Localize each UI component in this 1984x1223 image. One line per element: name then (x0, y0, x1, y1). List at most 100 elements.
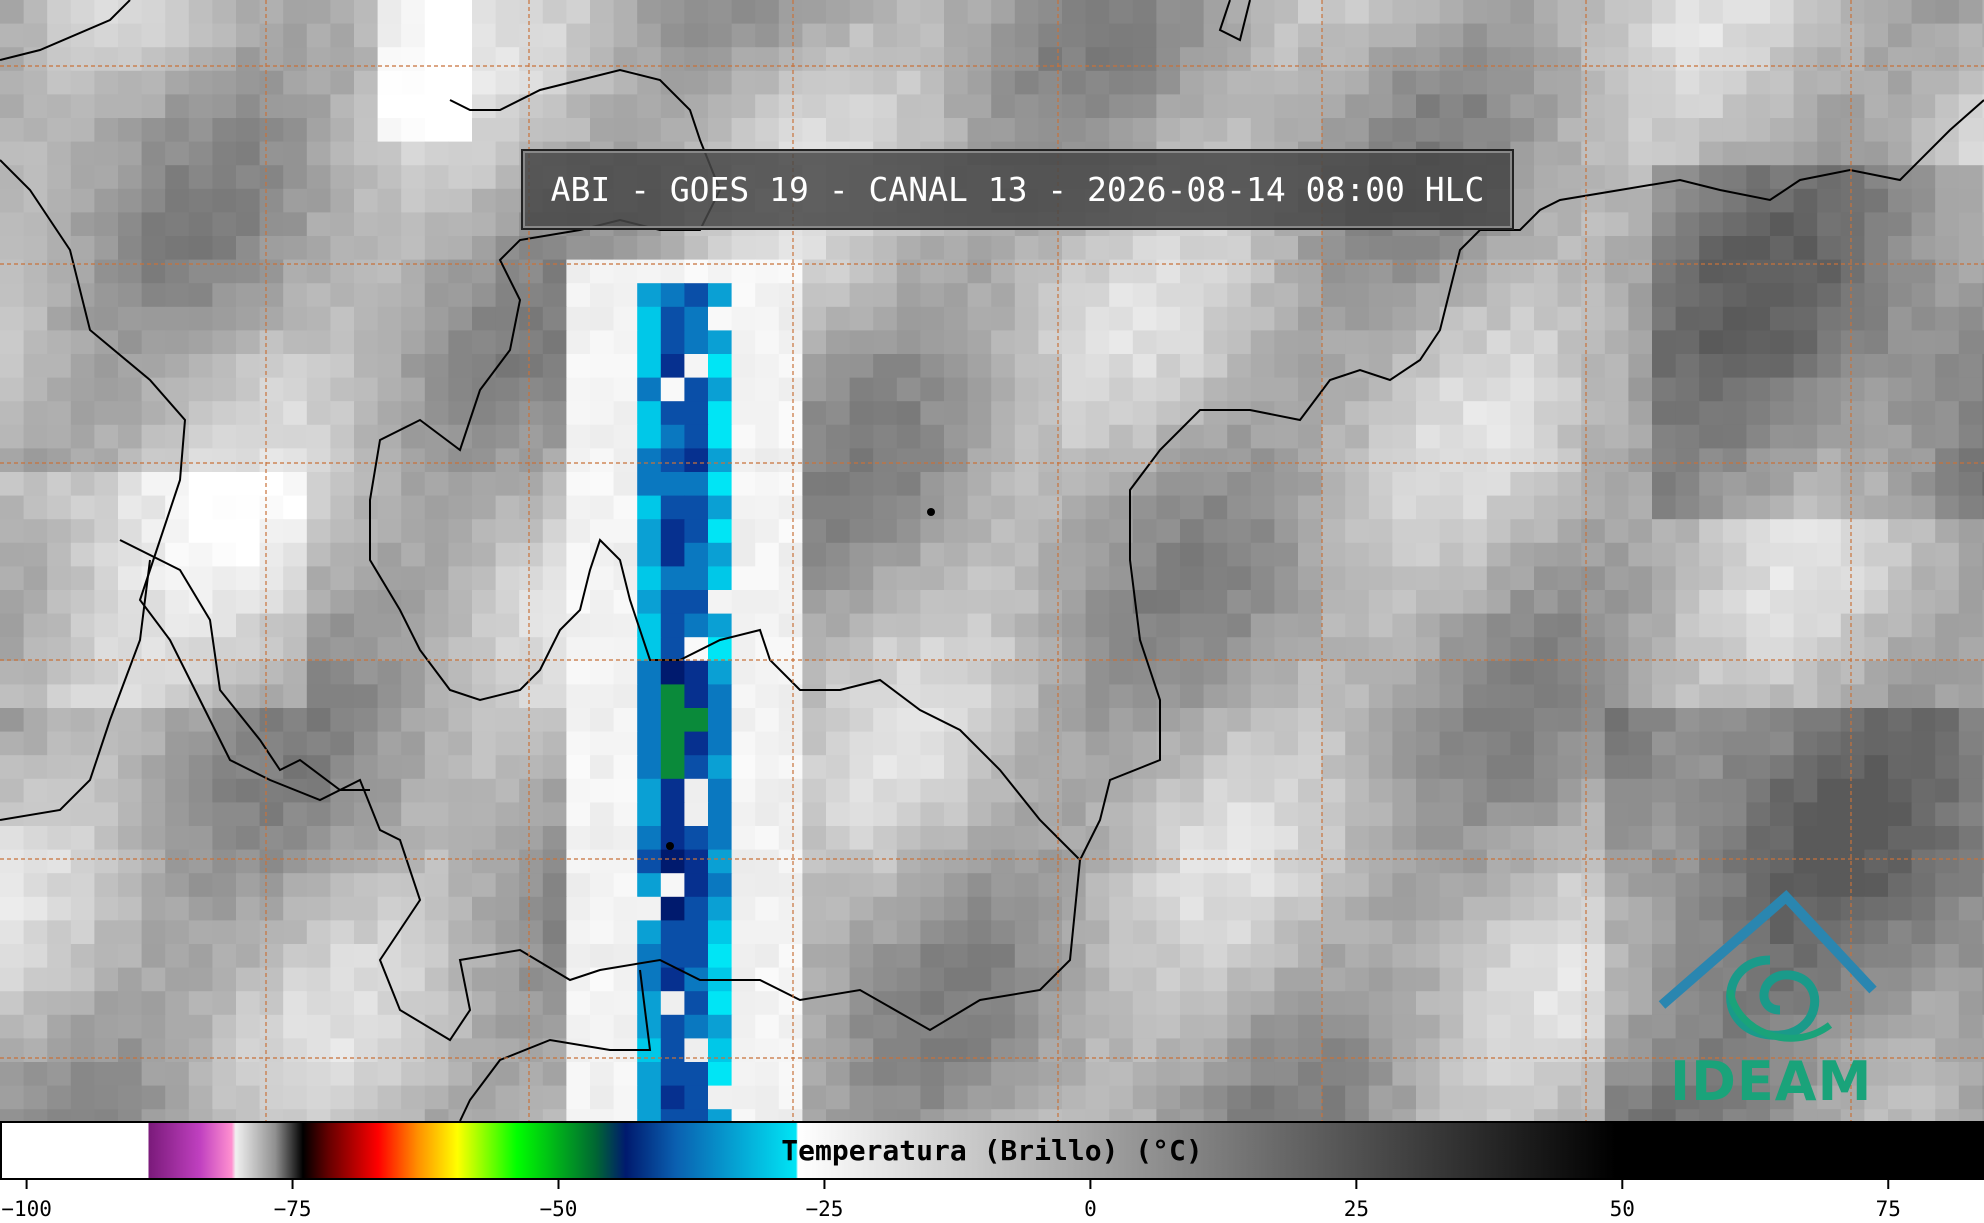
pixel (70, 731, 95, 756)
pixel (330, 259, 355, 284)
pixel (236, 448, 261, 473)
pixel (212, 141, 237, 166)
pixel (1722, 1109, 1747, 1121)
pixel (519, 70, 544, 95)
pixel (1486, 637, 1511, 662)
pixel (1746, 424, 1771, 449)
pixel (472, 778, 497, 803)
pixel (165, 472, 190, 497)
pixel (920, 424, 945, 449)
pixel (613, 778, 638, 803)
pixel (330, 47, 355, 72)
pixel (165, 141, 190, 166)
pixel (1510, 967, 1535, 992)
pixel (47, 1085, 72, 1110)
pixel (1534, 920, 1559, 945)
pixel (920, 377, 945, 402)
pixel (118, 212, 143, 237)
pixel (70, 613, 95, 638)
pixel (94, 590, 119, 615)
pixel (354, 70, 379, 95)
pixel (1038, 283, 1063, 308)
pixel (1274, 283, 1299, 308)
pixel (920, 283, 945, 308)
pixel (896, 1085, 921, 1110)
pixel (1392, 330, 1417, 355)
pixel (849, 896, 874, 921)
pixel (118, 448, 143, 473)
pixel (944, 236, 969, 261)
pixel (283, 1038, 308, 1063)
pixel (1793, 188, 1818, 213)
pixel (188, 849, 213, 874)
pixel (1534, 259, 1559, 284)
pixel (1557, 826, 1582, 851)
pixel (23, 1014, 48, 1039)
pixel (306, 306, 331, 331)
pixel (23, 873, 48, 898)
pixel (330, 849, 355, 874)
pixel (991, 1085, 1016, 1110)
pixel (849, 354, 874, 379)
pixel (495, 1014, 520, 1039)
pixel (1274, 802, 1299, 827)
pixel (755, 472, 780, 497)
pixel (1652, 1062, 1677, 1087)
pixel (1180, 660, 1205, 685)
pixel (1510, 165, 1535, 190)
pixel (1463, 23, 1488, 48)
pixel (1180, 1014, 1205, 1039)
pixel (377, 542, 402, 567)
pixel (1864, 306, 1889, 331)
pixel (873, 23, 898, 48)
pixel (1345, 1085, 1370, 1110)
pixel (1180, 566, 1205, 591)
pixel (778, 1038, 803, 1063)
pixel (212, 778, 237, 803)
pixel (0, 141, 25, 166)
pixel (1864, 495, 1889, 520)
pixel (1180, 47, 1205, 72)
pixel (472, 519, 497, 544)
pixel (1156, 637, 1181, 662)
pixel (896, 424, 921, 449)
pixel (920, 566, 945, 591)
pixel (1274, 849, 1299, 874)
pixel (1203, 519, 1228, 544)
pixel (1746, 141, 1771, 166)
pixel (1203, 472, 1228, 497)
pixel (236, 401, 261, 426)
pixel (731, 259, 756, 284)
pixel (731, 1014, 756, 1039)
pixel (0, 283, 25, 308)
pixel (236, 684, 261, 709)
pixel (1298, 472, 1323, 497)
pixel (590, 47, 615, 72)
pixel (1911, 259, 1936, 284)
pixel (1014, 660, 1039, 685)
pixel (1274, 896, 1299, 921)
pixel (1817, 306, 1842, 331)
pixel (1793, 23, 1818, 48)
pixel (802, 354, 827, 379)
pixel (1132, 472, 1157, 497)
pixel (590, 94, 615, 119)
pixel (944, 519, 969, 544)
pixel (1911, 1062, 1936, 1087)
pixel (1888, 330, 1913, 355)
pixel (1274, 542, 1299, 567)
pixel (1486, 472, 1511, 497)
pixel (1982, 542, 1984, 567)
pixel (23, 330, 48, 355)
pixel (1911, 94, 1936, 119)
pixel (1888, 23, 1913, 48)
pixel (1345, 1062, 1370, 1087)
pixel (1604, 731, 1629, 756)
pixel (94, 306, 119, 331)
pixel (1581, 259, 1606, 284)
pixel (495, 873, 520, 898)
pixel (1699, 660, 1724, 685)
pixel (165, 236, 190, 261)
pixel (1345, 118, 1370, 143)
pixel (849, 424, 874, 449)
